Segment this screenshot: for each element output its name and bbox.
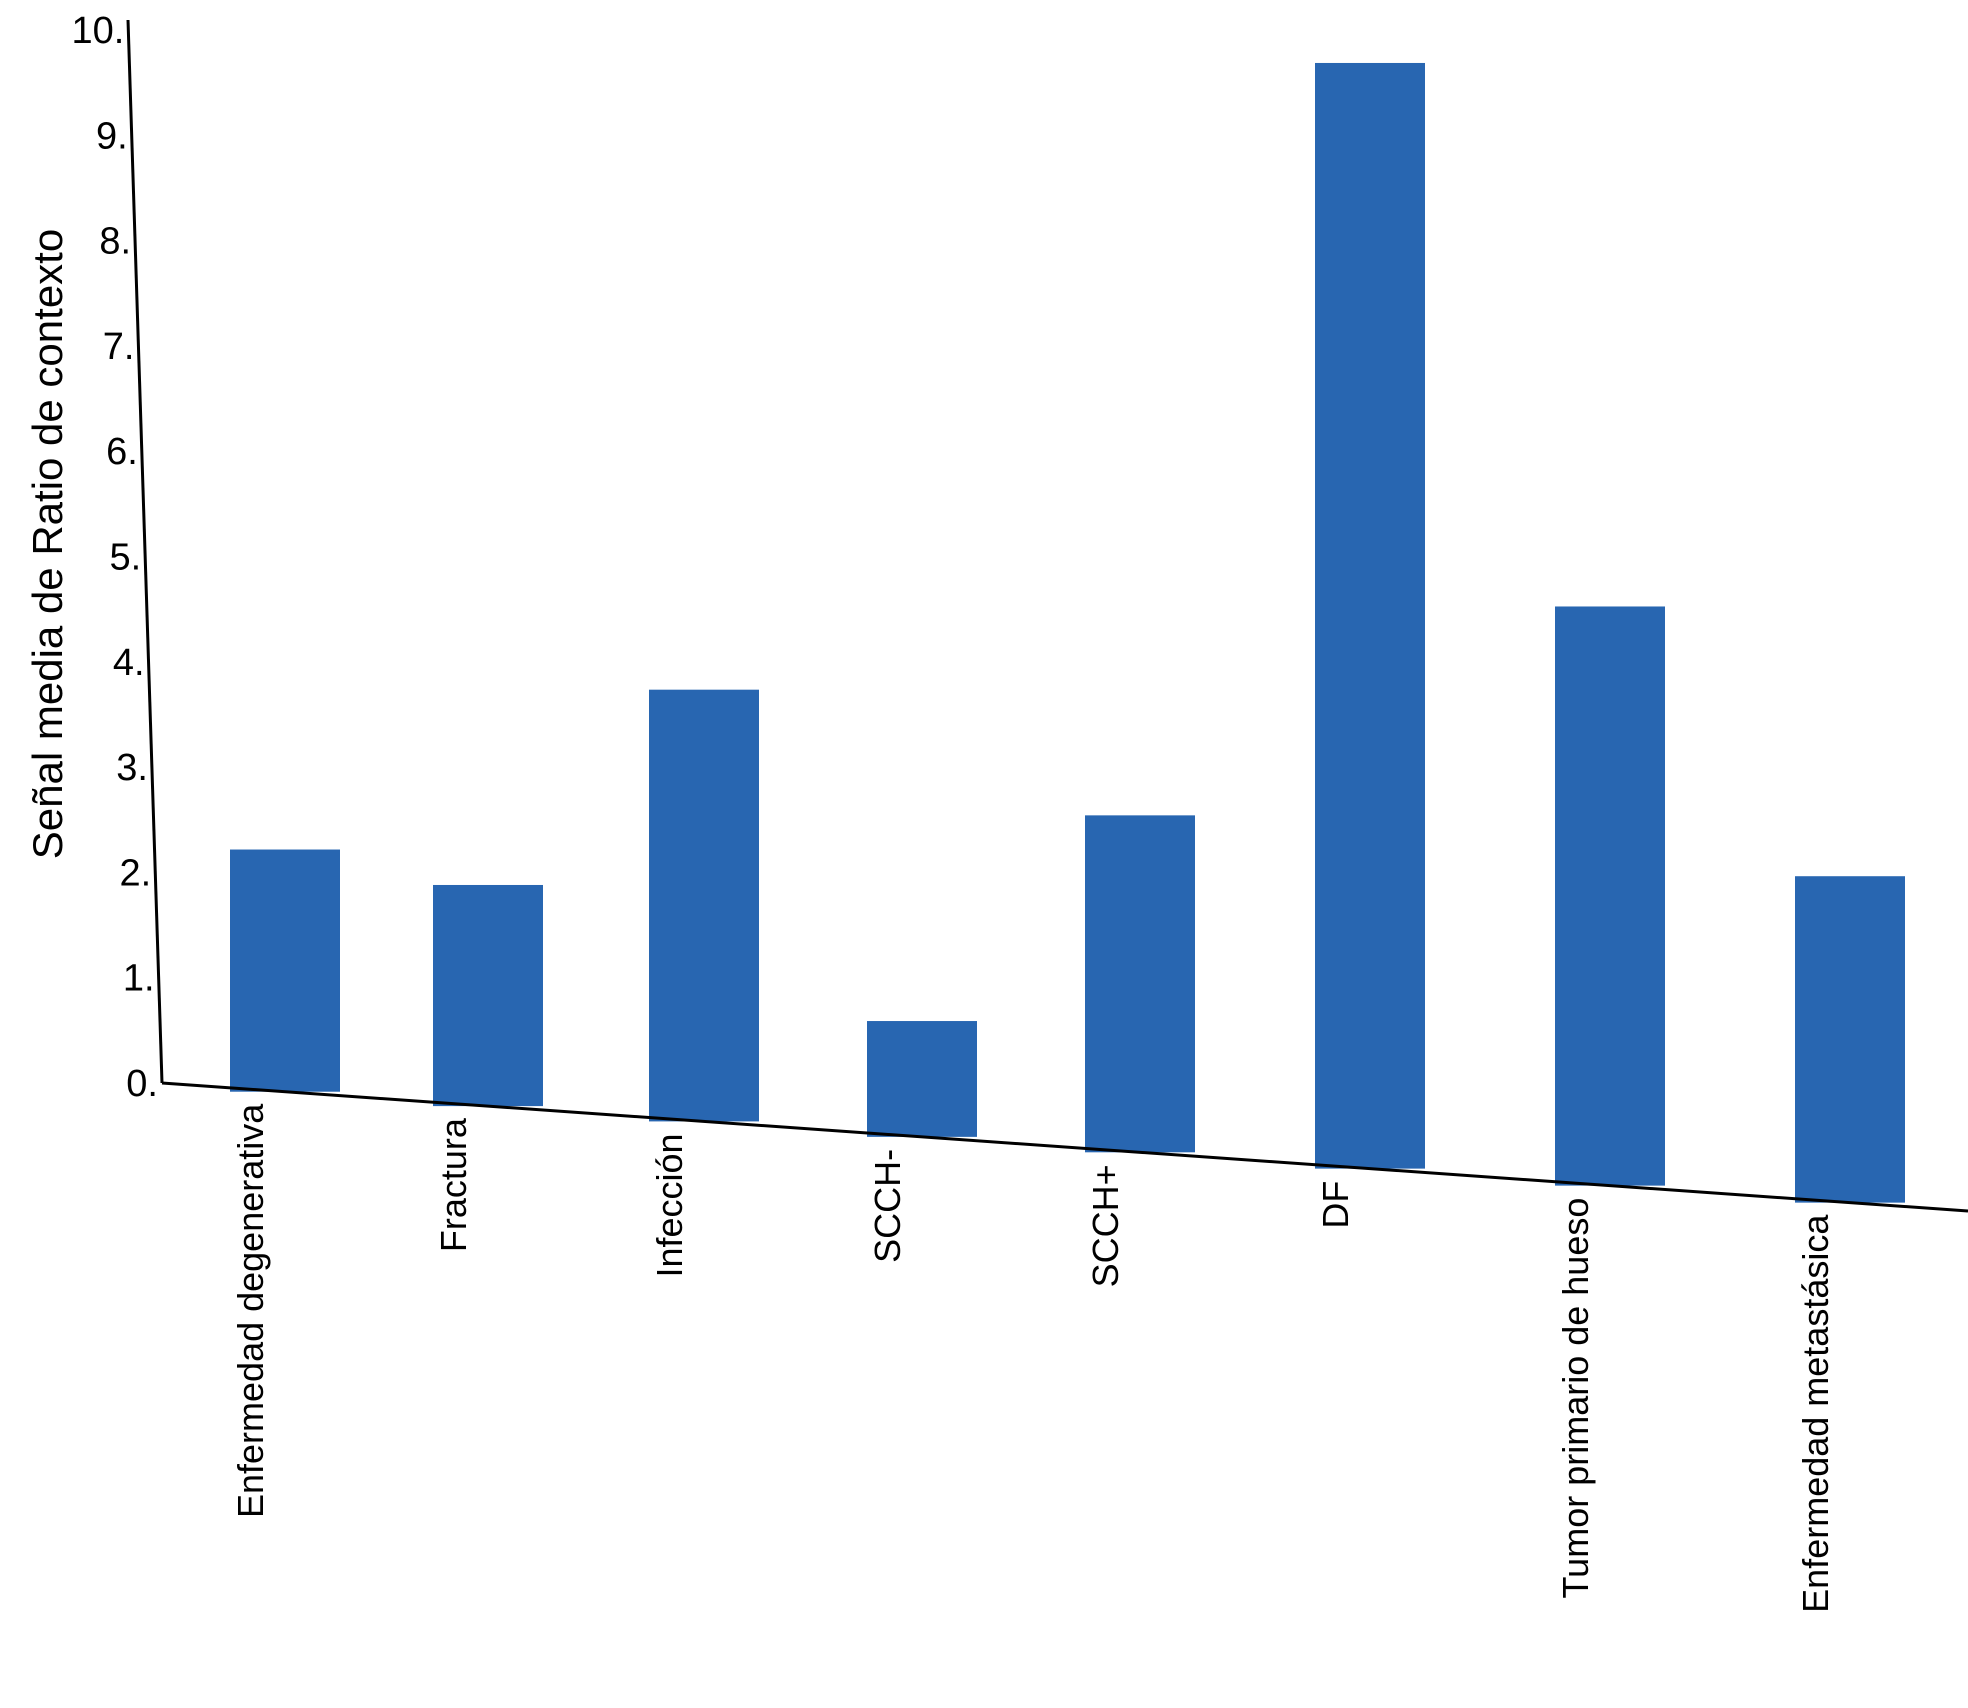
- x-tick-label-5: DF: [1315, 1181, 1356, 1229]
- y-tick-label-3: 3.: [116, 747, 148, 789]
- bar-6: [1555, 606, 1665, 1186]
- y-tick-label-0: 0.: [126, 1063, 158, 1105]
- bar-4: [1085, 815, 1195, 1153]
- y-ticks-layer: 0. 1. 2. 3. 4. 5. 6. 7. 8. 9. 10.: [71, 10, 158, 1105]
- x-tick-label-0: Enfermedad degenerativa: [230, 1103, 271, 1518]
- y-axis-line: [126, 19, 164, 1084]
- bar-7: [1795, 876, 1905, 1203]
- bar-5: [1315, 62, 1425, 1169]
- y-tick-label-1: 1.: [123, 958, 155, 1000]
- x-tick-label-1: Fractura: [433, 1117, 474, 1252]
- y-tick-label-4: 4.: [113, 642, 145, 684]
- x-tick-label-3: SCCH-: [867, 1149, 908, 1263]
- y-axis-title: Señal media de Ratio de contexto: [24, 229, 71, 859]
- y-tick-label-5: 5.: [109, 537, 141, 579]
- x-axis-line: [161, 1081, 1968, 1213]
- y-tick-label-10: 10.: [71, 10, 124, 52]
- y-tick-label-9: 9.: [96, 115, 128, 157]
- x-labels-layer: Enfermedad degenerativa Fractura Infección…: [230, 1103, 1836, 1613]
- x-tick-label-7: Enfermedad metastásica: [1795, 1214, 1836, 1613]
- y-tick-label-2: 2.: [120, 852, 152, 894]
- bar-1: [433, 884, 543, 1107]
- bar-2: [649, 689, 759, 1122]
- bar-0: [230, 849, 340, 1092]
- x-tick-label-4: SCCH+: [1085, 1164, 1126, 1287]
- bars-layer: [230, 62, 1905, 1203]
- y-tick-label-8: 8.: [99, 221, 131, 263]
- x-tick-label-6: Tumor primario de hueso: [1555, 1198, 1596, 1599]
- y-tick-label-6: 6.: [106, 431, 138, 473]
- y-tick-label-7: 7.: [103, 326, 135, 368]
- x-tick-label-2: Infección: [649, 1133, 690, 1277]
- bar-3: [867, 1021, 977, 1137]
